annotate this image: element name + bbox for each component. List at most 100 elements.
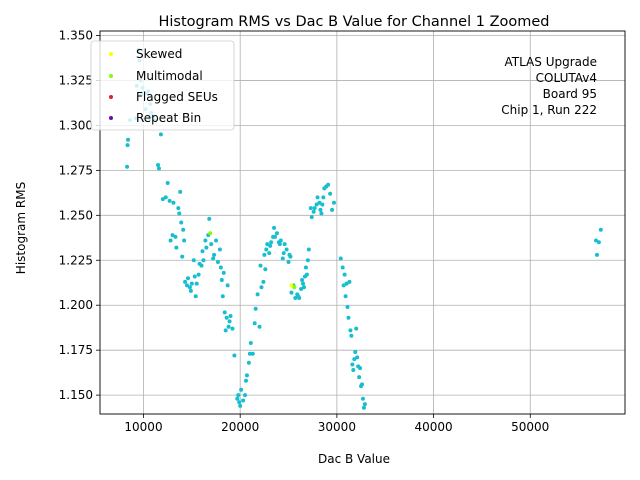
- data-point-main: [244, 373, 249, 378]
- data-point-skewed: [289, 283, 294, 288]
- data-point-main: [158, 132, 163, 137]
- data-point-main: [191, 258, 196, 263]
- data-point-main: [262, 252, 267, 257]
- data-point-main: [243, 378, 248, 383]
- data-point-main: [126, 137, 131, 142]
- data-point-main: [300, 278, 305, 283]
- data-point-main: [192, 274, 197, 279]
- data-point-main: [320, 202, 325, 207]
- data-point-main: [248, 340, 253, 345]
- y-tick-label: 1.300: [59, 118, 93, 132]
- data-point-main: [255, 292, 260, 297]
- data-point-main: [355, 355, 360, 360]
- legend-label-repeat: Repeat Bin: [136, 111, 201, 125]
- x-axis-label: Dac B Value: [318, 452, 390, 466]
- data-point-main: [220, 294, 225, 299]
- data-point-main: [331, 200, 336, 205]
- data-point-main: [196, 272, 201, 277]
- data-point-main: [267, 251, 272, 256]
- data-point-main: [289, 290, 294, 295]
- data-point-main: [239, 387, 244, 392]
- data-point-main: [596, 240, 601, 245]
- y-tick-label: 1.350: [59, 28, 93, 42]
- data-point-main: [185, 276, 190, 281]
- data-point-main: [167, 198, 172, 203]
- data-point-main: [259, 285, 264, 290]
- data-point-main: [281, 251, 286, 256]
- x-tick-label: 50000: [511, 420, 549, 434]
- data-point-main: [163, 195, 168, 200]
- x-tick-label: 20000: [221, 420, 259, 434]
- data-point-main: [188, 288, 193, 293]
- y-tick-label: 1.250: [59, 208, 93, 222]
- data-point-main: [232, 353, 237, 358]
- data-point-main: [293, 296, 298, 301]
- data-point-main: [212, 252, 217, 257]
- y-tick-label: 1.150: [59, 388, 93, 402]
- data-point-main: [180, 254, 185, 259]
- legend-marker-multimodal: [109, 74, 113, 78]
- data-point-main: [263, 267, 268, 272]
- data-point-main: [261, 279, 266, 284]
- data-point-main: [178, 189, 183, 194]
- data-point-main: [181, 227, 186, 232]
- data-point-main: [218, 265, 223, 270]
- legend: Skewed Multimodal Flagged SEUs Repeat Bi…: [90, 40, 235, 131]
- y-tick-label: 1.200: [59, 298, 93, 312]
- data-point-main: [227, 319, 232, 324]
- data-point-main: [317, 200, 322, 205]
- data-point-main: [284, 247, 289, 252]
- data-point-multimodal: [208, 231, 213, 236]
- data-point-main: [348, 328, 353, 333]
- y-tick-label: 1.275: [59, 163, 93, 177]
- data-point-main: [199, 263, 204, 268]
- data-point-main: [246, 360, 251, 365]
- data-point-main: [174, 245, 179, 250]
- data-point-main: [230, 326, 235, 331]
- data-point-main: [253, 306, 258, 311]
- data-point-main: [353, 349, 358, 354]
- data-point-main: [306, 247, 311, 252]
- data-point-main: [593, 238, 598, 243]
- data-point-main: [311, 209, 316, 214]
- axis-ticks: 10000 20000 30000 40000 50000 1.150 1.175 1.200…: [59, 28, 550, 434]
- data-point-main: [207, 216, 212, 221]
- x-tick-label: 10000: [124, 420, 162, 434]
- legend-marker-flagged: [109, 95, 113, 99]
- data-point-main: [278, 238, 283, 243]
- axes-frame: [99, 30, 626, 415]
- data-point-main: [280, 256, 285, 261]
- y-tick-label: 1.225: [59, 253, 93, 267]
- data-point-main: [176, 206, 181, 211]
- data-point-main: [201, 258, 206, 263]
- data-point-main: [200, 249, 205, 254]
- legend-label-flagged: Flagged SEUs: [136, 90, 218, 104]
- data-point-main: [321, 195, 326, 200]
- data-point-main: [361, 405, 366, 410]
- data-point-main: [362, 402, 367, 407]
- data-point-main: [345, 305, 350, 310]
- x-tick-label: 30000: [318, 420, 356, 434]
- data-point-main: [221, 270, 226, 275]
- data-point-main: [309, 215, 314, 220]
- data-point-main: [288, 254, 293, 259]
- data-point-main: [277, 242, 282, 247]
- data-point-main: [346, 315, 351, 320]
- y-tick-label: 1.175: [59, 343, 93, 357]
- data-point-main: [308, 206, 313, 211]
- data-point-main: [243, 393, 248, 398]
- data-point-main: [314, 202, 319, 207]
- data-point-main: [241, 398, 246, 403]
- data-point-main: [204, 245, 209, 250]
- y-tick-label: 1.325: [59, 73, 93, 87]
- data-point-main: [228, 314, 233, 319]
- data-point-main: [351, 367, 356, 372]
- data-point-main: [125, 164, 130, 169]
- data-point-main: [185, 283, 190, 288]
- data-point-main: [160, 197, 165, 202]
- data-point-main: [264, 247, 269, 252]
- data-point-main: [257, 324, 262, 329]
- legend-label-multimodal: Multimodal: [136, 69, 203, 83]
- data-point-main: [315, 195, 320, 200]
